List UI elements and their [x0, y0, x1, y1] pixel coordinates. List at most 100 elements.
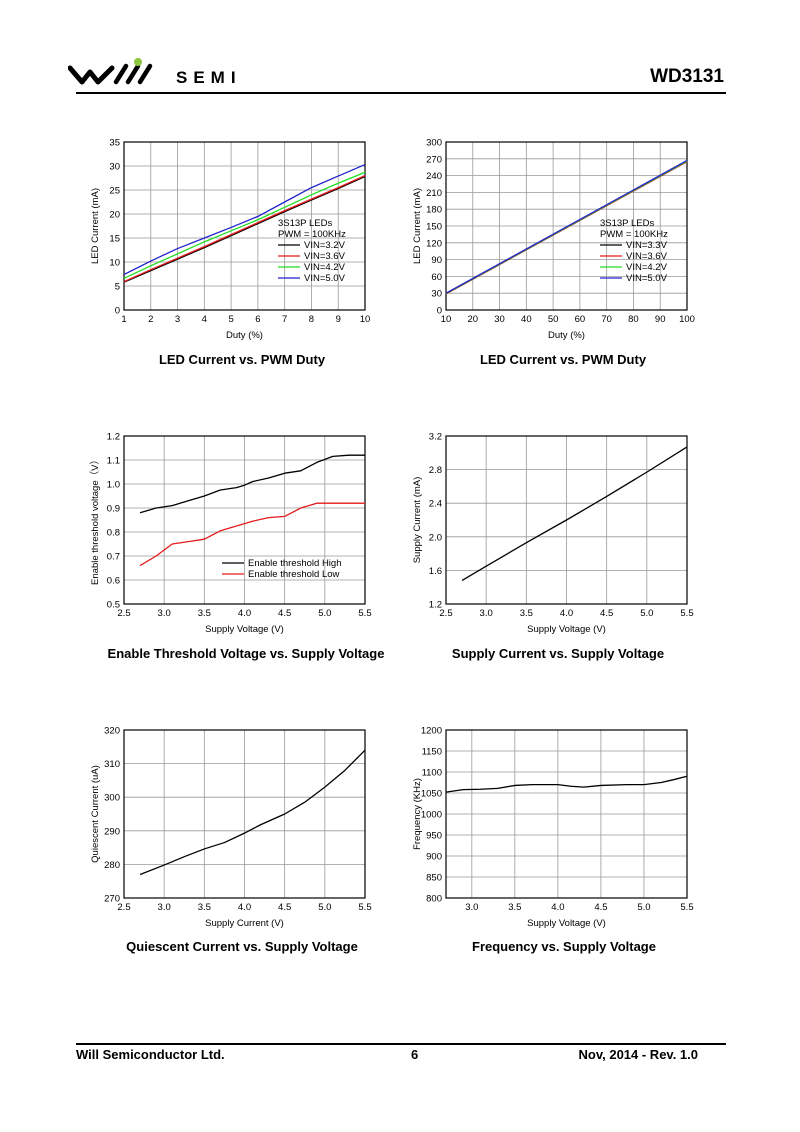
y-tick-label: 1100: [422, 768, 442, 779]
caption-c6: Frequency vs. Supply Voltage: [472, 939, 656, 954]
y-tick-label: 90: [431, 255, 442, 266]
chart-quiescent-current: 2.5 3.0 3.5 4.0 4.5 5.0 5.5 270 280 290 300 310 320 S…: [90, 726, 372, 930]
plot-frame: [445, 435, 688, 605]
x-tick-label: 3.0: [465, 902, 478, 913]
logo-mark-bar-3: [137, 63, 153, 85]
x-tick-label: 10: [360, 314, 371, 325]
y-tick-label: 2.8: [429, 465, 442, 476]
y-tick-label: 120: [426, 238, 442, 249]
x-tick-label: 5.5: [680, 608, 693, 619]
y-tick-label: 1050: [421, 789, 442, 800]
plot-frame: [123, 729, 366, 899]
x-tick-label: 6: [255, 314, 260, 325]
y-tick-label: 1200: [421, 726, 442, 737]
x-tick-label: 3: [175, 314, 180, 325]
x-tick-label: 60: [575, 314, 586, 325]
x-tick-label: 4.5: [278, 902, 291, 913]
x-tick-label: 4.0: [560, 608, 573, 619]
y-tick-label: 310: [104, 759, 120, 770]
logo-mark-bar-2: [125, 63, 141, 85]
x-tick-label: 4.0: [238, 608, 251, 619]
x-tick-label: 5.5: [358, 902, 371, 913]
y-tick-label: 15: [109, 234, 120, 245]
x-tick-label: 80: [628, 314, 639, 325]
series-line: [445, 775, 688, 793]
series-line: [123, 175, 366, 283]
x-tick-label: 100: [679, 314, 695, 325]
y-axis-label: Quiescent Current (uA): [90, 765, 101, 863]
caption-c2: LED Current vs. PWM Duty: [479, 352, 647, 367]
x-axis-label: Supply Voltage (V): [205, 624, 284, 635]
y-tick-label: 270: [426, 154, 442, 165]
y-tick-label: 3.2: [429, 432, 442, 443]
y-axis-label: Frequency (KHz): [412, 778, 423, 850]
x-tick-label: 40: [521, 314, 532, 325]
footer-date-revision: Nov, 2014 - Rev. 1.0: [578, 1047, 698, 1062]
y-tick-label: 0.9: [107, 504, 120, 515]
y-tick-label: 30: [109, 162, 120, 173]
y-tick-label: 320: [104, 726, 120, 737]
x-axis-label: Supply Voltage (V): [527, 624, 606, 635]
part-number: WD3131: [650, 66, 724, 87]
y-tick-label: 950: [426, 831, 442, 842]
y-tick-label: 1.2: [107, 432, 120, 443]
y-tick-label: 0.5: [107, 600, 120, 611]
x-tick-label: 3.0: [158, 902, 171, 913]
x-tick-label: 4.0: [238, 902, 251, 913]
y-tick-label: 0.6: [107, 576, 120, 587]
plot-frame: [123, 435, 366, 605]
x-tick-label: 3.0: [480, 608, 493, 619]
x-tick-label: 3.5: [198, 608, 211, 619]
y-axis-label: Supply Current (mA): [412, 477, 423, 564]
brand-text: SEMI: [176, 68, 242, 87]
y-tick-label: 20: [109, 210, 120, 221]
x-tick-label: 5.0: [318, 902, 331, 913]
y-tick-label: 240: [426, 171, 442, 182]
series-line: [139, 502, 365, 567]
y-axis-label: Enable threshold voltage（V）: [89, 455, 101, 585]
legend-title: 3S13P LEDs: [278, 218, 332, 229]
x-tick-label: 50: [548, 314, 559, 325]
x-tick-label: 5.0: [637, 902, 650, 913]
y-tick-label: 150: [426, 222, 442, 233]
y-tick-label: 1.1: [107, 456, 120, 467]
footer-page-number: 6: [411, 1047, 419, 1062]
logo-mark: [68, 65, 115, 85]
y-tick-label: 1000: [421, 810, 442, 821]
x-tick-label: 4.5: [278, 608, 291, 619]
series-line: [139, 454, 365, 514]
y-tick-label: 25: [109, 186, 120, 197]
chart-led-current-vs-duty-right: 10 20 30 40 50 60 70 80 90 100 0 30 60 90 120 150 180 210…: [412, 138, 695, 342]
legend-entry: VIN=3.6V: [304, 251, 346, 262]
y-tick-label: 30: [431, 289, 442, 300]
legend-entry: Enable threshold Low: [248, 569, 340, 580]
legend-title: 3S13P LEDs: [600, 218, 654, 229]
x-tick-label: 8: [309, 314, 314, 325]
logo-mark-bar-1: [113, 63, 129, 85]
x-tick-label: 5.0: [318, 608, 331, 619]
y-tick-label: 5: [115, 282, 120, 293]
x-tick-label: 90: [655, 314, 666, 325]
x-tick-label: 5.5: [358, 608, 371, 619]
caption-c1: LED Current vs. PWM Duty: [158, 352, 326, 367]
x-tick-label: 3.5: [198, 902, 211, 913]
y-axis-label: LED Current (mA): [412, 188, 423, 264]
y-tick-label: 1150: [422, 747, 442, 758]
y-tick-label: 290: [104, 826, 120, 837]
y-tick-label: 1.6: [429, 566, 442, 577]
x-axis-label: Duty (%): [548, 330, 585, 341]
x-tick-label: 70: [601, 314, 612, 325]
plot-frame: [445, 729, 688, 899]
chart-supply-current: 2.5 3.0 3.5 4.0 4.5 5.0 5.5 1.2 1.6 2.0 2.4 2.8 3.2 S…: [412, 432, 694, 636]
series-line: [123, 171, 366, 279]
x-tick-label: 2.5: [439, 608, 452, 619]
y-tick-label: 1.0: [107, 480, 120, 491]
y-tick-label: 300: [426, 138, 442, 149]
y-tick-label: 210: [426, 188, 442, 199]
x-tick-label: 2: [148, 314, 153, 325]
x-tick-label: 1: [121, 314, 126, 325]
footer-rule: [76, 1043, 726, 1045]
y-tick-label: 180: [426, 205, 442, 216]
y-tick-label: 270: [104, 894, 120, 905]
series-line: [123, 175, 366, 283]
